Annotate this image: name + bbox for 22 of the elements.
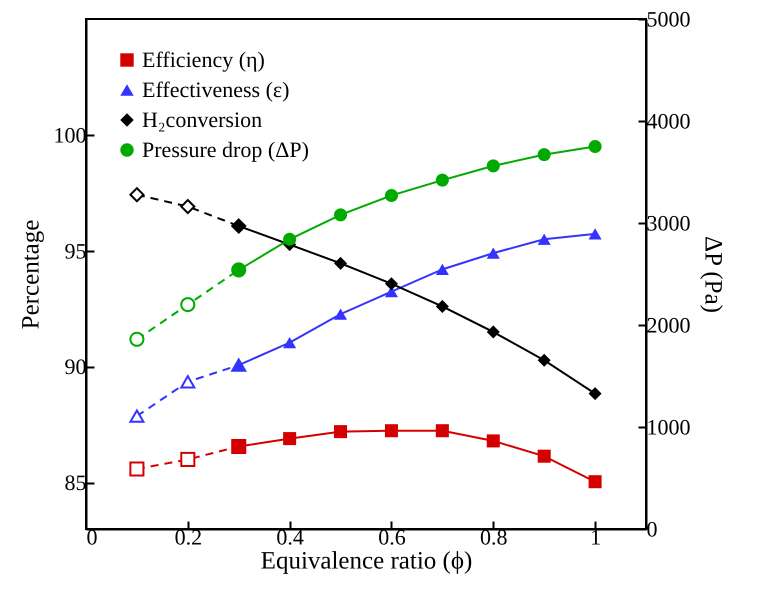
y-tick-label: 90 [64,354,86,380]
y2-tick-label: 1000 [646,414,690,440]
x-tick-label: 0.6 [378,524,406,550]
y2-tick-label: 3000 [646,210,690,236]
x-tick-label: 1 [590,524,602,550]
y2-tick-label: 4000 [646,108,690,134]
y-axis-title: Percentage [18,220,44,330]
legend-label: Efficiency (η) [142,47,265,72]
y-tick-label: 100 [54,122,86,148]
y-tick-label: 95 [64,238,86,264]
x-tick-label: 0.4 [276,524,304,550]
y-tick-label: 85 [64,470,86,496]
legend-label: Pressure drop (ΔP) [142,137,309,162]
x-tick-label: 0 [86,524,98,550]
legend-label: Effectiveness (ε) [142,77,290,102]
x-tick-label: 0.8 [480,524,508,550]
legend-label: H₂conversion [142,107,262,132]
y2-tick-label: 2000 [646,312,690,338]
y2-tick-label: 5000 [646,6,690,32]
x-axis-title: Equivalence ratio (ϕ) [260,548,472,574]
y2-axis-title: ΔP (Pa) [700,236,726,313]
x-tick-label: 0.2 [174,524,202,550]
